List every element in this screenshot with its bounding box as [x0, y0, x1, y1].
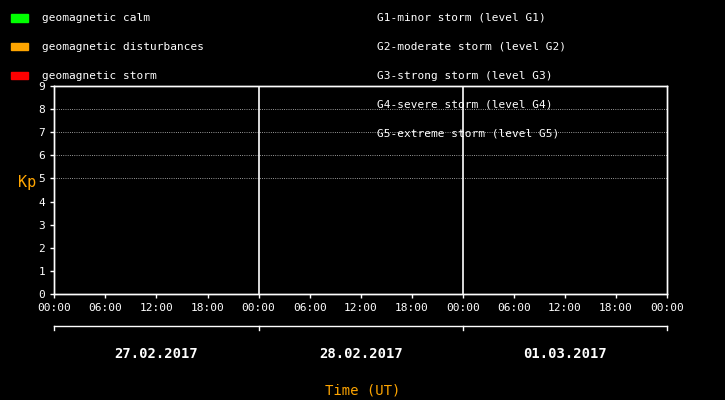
Text: G2-moderate storm (level G2): G2-moderate storm (level G2)	[377, 42, 566, 52]
Text: G1-minor storm (level G1): G1-minor storm (level G1)	[377, 13, 546, 23]
Text: G5-extreme storm (level G5): G5-extreme storm (level G5)	[377, 128, 559, 138]
Y-axis label: Kp: Kp	[18, 175, 36, 190]
Text: 27.02.2017: 27.02.2017	[115, 347, 199, 361]
Text: G4-severe storm (level G4): G4-severe storm (level G4)	[377, 99, 552, 109]
Text: Time (UT): Time (UT)	[325, 383, 400, 397]
Text: 28.02.2017: 28.02.2017	[319, 347, 402, 361]
Text: geomagnetic disturbances: geomagnetic disturbances	[42, 42, 204, 52]
Text: G3-strong storm (level G3): G3-strong storm (level G3)	[377, 70, 552, 81]
Text: geomagnetic storm: geomagnetic storm	[42, 70, 157, 81]
Text: geomagnetic calm: geomagnetic calm	[42, 13, 150, 23]
Text: 01.03.2017: 01.03.2017	[523, 347, 607, 361]
